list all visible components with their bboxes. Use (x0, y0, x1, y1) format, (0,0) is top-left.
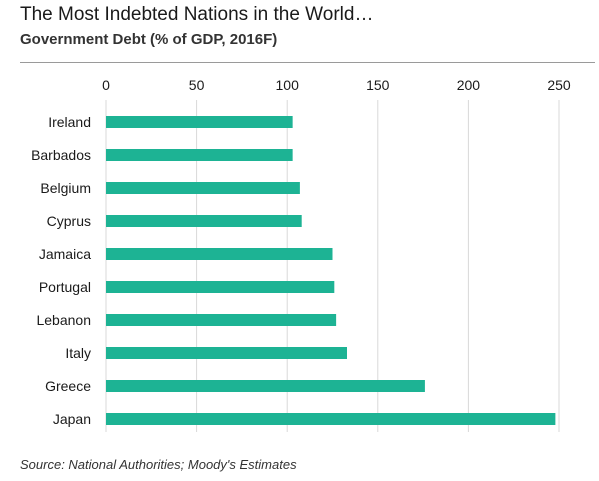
bar (106, 116, 293, 128)
category-labels: Ireland Barbados Belgium Cyprus Jamaica Portu… (31, 114, 91, 427)
category-label: Belgium (40, 180, 91, 196)
bar (106, 248, 333, 260)
bar (106, 215, 302, 227)
category-label: Lebanon (36, 312, 91, 328)
category-label: Cyprus (47, 213, 91, 229)
bar (106, 380, 425, 392)
x-tick-label: 100 (276, 77, 300, 93)
bar (106, 182, 300, 194)
x-tick-label: 50 (189, 77, 205, 93)
x-tick-labels: 0 50 100 150 200 250 (102, 77, 571, 93)
bar (106, 347, 347, 359)
category-label: Greece (45, 378, 91, 394)
bar (106, 281, 335, 293)
bars (106, 116, 556, 425)
x-tick-label: 250 (547, 77, 571, 93)
x-tick-label: 0 (102, 77, 110, 93)
category-label: Ireland (48, 114, 91, 130)
category-label: Japan (53, 411, 91, 427)
bar (106, 149, 293, 161)
category-label: Portugal (39, 279, 91, 295)
x-tick-label: 150 (366, 77, 390, 93)
title-divider (20, 62, 595, 63)
source-note: Source: National Authorities; Moody's Es… (20, 457, 297, 472)
bar (106, 314, 337, 326)
chart-title: The Most Indebted Nations in the World… (20, 4, 374, 25)
category-label: Italy (65, 345, 91, 361)
x-tick-label: 200 (457, 77, 481, 93)
category-label: Barbados (31, 147, 91, 163)
category-label: Jamaica (39, 246, 91, 262)
chart-subtitle: Government Debt (% of GDP, 2016F) (20, 31, 278, 48)
bar (106, 413, 556, 425)
